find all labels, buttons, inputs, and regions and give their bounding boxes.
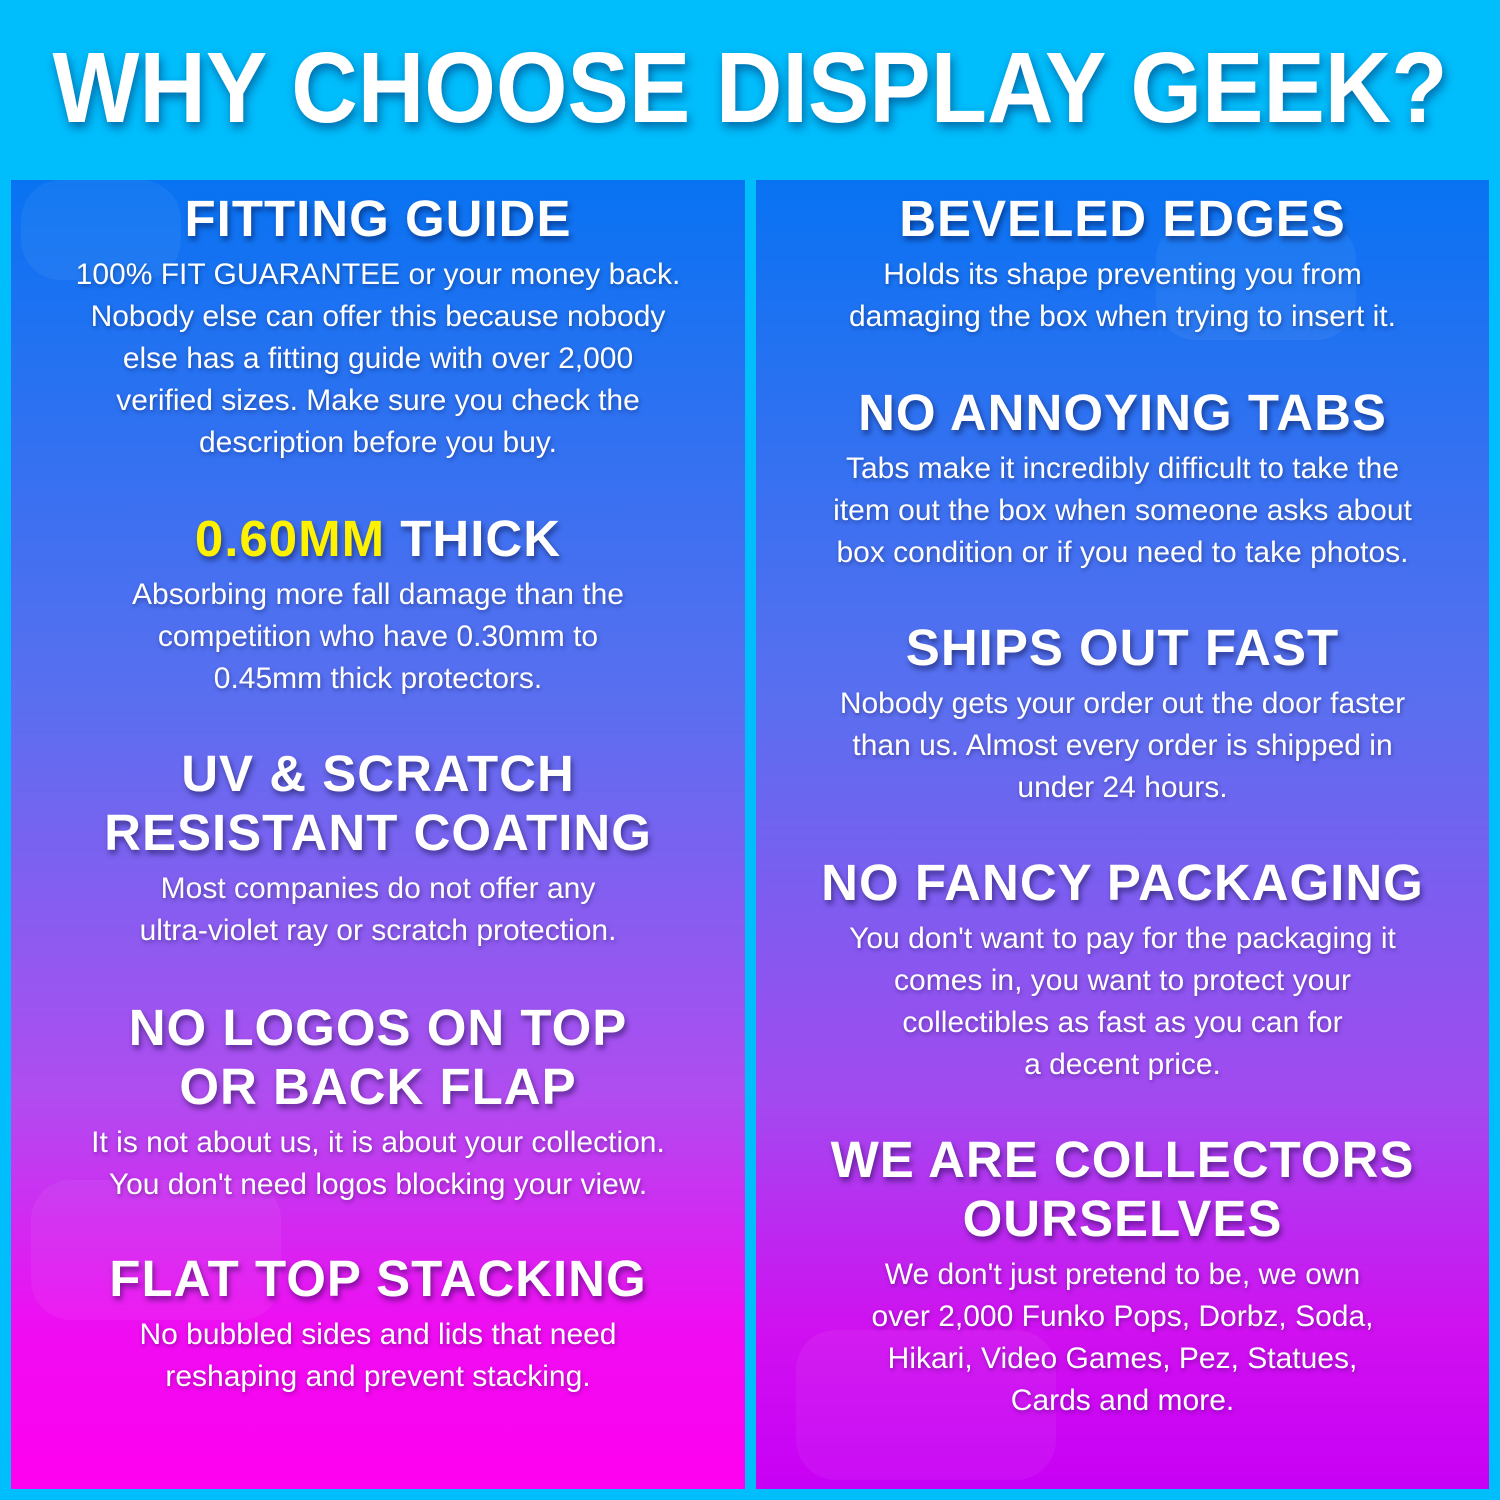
feature-section: WE ARE COLLECTORS OURSELVES We don't just …	[756, 1130, 1489, 1422]
feature-description-line: reshaping and prevent stacking.	[165, 1360, 591, 1393]
feature-description-line: box condition or if you need to take pho…	[836, 536, 1409, 569]
right-features-panel: BEVELED EDGES Holds its shape preventing …	[756, 180, 1489, 1489]
feature-description-line: Nobody else can offer this because nobod…	[90, 300, 666, 333]
feature-description-line: item out the box when someone asks about	[833, 494, 1412, 527]
feature-description-line: It is not about us, it is about your col…	[91, 1126, 665, 1159]
feature-description-line: Absorbing more fall damage than the	[132, 578, 624, 611]
feature-section: NO ANNOYING TABS Tabs make it incredibly …	[756, 383, 1489, 574]
feature-heading: NO ANNOYING TABS	[756, 383, 1489, 442]
feature-description-line: 100% FIT GUARANTEE or your money back.	[75, 258, 681, 291]
feature-section: BEVELED EDGES Holds its shape preventing …	[756, 189, 1489, 338]
feature-heading: 0.60MM THICK	[11, 509, 745, 568]
feature-description-line: No bubbled sides and lids that need	[139, 1318, 617, 1351]
feature-description-line: a decent price.	[1024, 1048, 1221, 1081]
feature-section: FITTING GUIDE 100% FIT GUARANTEE or your …	[11, 189, 745, 464]
feature-description-line: Cards and more.	[1010, 1384, 1235, 1417]
feature-description-line: comes in, you want to protect your	[894, 964, 1351, 997]
feature-heading: UV & SCRATCH	[11, 744, 745, 803]
feature-heading-text: THICK	[400, 510, 562, 567]
feature-description-line: verified sizes. Make sure you check the	[116, 384, 640, 417]
feature-heading-text: NO ANNOYING TABS	[858, 384, 1387, 441]
feature-description: Absorbing more fall damage than the compe…	[11, 574, 745, 700]
feature-description-line: Tabs make it incredibly difficult to tak…	[845, 452, 1400, 485]
feature-section: UV & SCRATCH RESISTANT COATING Most compan…	[11, 744, 745, 952]
feature-description-line: competition who have 0.30mm to	[157, 620, 599, 653]
feature-heading-text: OURSELVES	[962, 1190, 1283, 1247]
title-text: WHY CHOOSE DISPLAY GEEK?	[53, 32, 1448, 144]
feature-description: No bubbled sides and lids that need resha…	[11, 1314, 745, 1398]
feature-heading: NO FANCY PACKAGING	[756, 853, 1489, 912]
feature-description: You don't want to pay for the packaging …	[756, 918, 1489, 1086]
feature-heading-text: FLAT TOP STACKING	[109, 1250, 647, 1307]
feature-description-line: Hikari, Video Games, Pez, Statues,	[887, 1342, 1358, 1375]
background-shape	[1156, 220, 1356, 340]
feature-description-line: than us. Almost every order is shipped i…	[852, 729, 1393, 762]
feature-heading-text: RESISTANT COATING	[104, 804, 652, 861]
feature-heading: NO LOGOS ON TOP	[11, 998, 745, 1057]
left-features-panel: FITTING GUIDE 100% FIT GUARANTEE or your …	[11, 180, 745, 1489]
feature-description-line: over 2,000 Funko Pops, Dorbz, Soda,	[871, 1300, 1374, 1333]
feature-heading: WE ARE COLLECTORS	[756, 1130, 1489, 1189]
background-shape	[796, 1330, 1056, 1480]
feature-description-line: damaging the box when trying to insert i…	[849, 300, 1396, 333]
feature-heading: BEVELED EDGES	[756, 189, 1489, 248]
feature-heading-text: WE ARE COLLECTORS	[830, 1131, 1415, 1188]
feature-heading: FLAT TOP STACKING	[11, 1249, 745, 1308]
feature-description: Most companies do not offer any ultra-vio…	[11, 868, 745, 952]
background-shape	[31, 1180, 281, 1320]
page-title: WHY CHOOSE DISPLAY GEEK?	[53, 32, 1448, 144]
feature-description: 100% FIT GUARANTEE or your money back. No…	[11, 254, 745, 464]
feature-heading: FITTING GUIDE	[11, 189, 745, 248]
feature-description-line: description before you buy.	[199, 426, 557, 459]
feature-description-line: You don't need logos blocking your view.	[108, 1168, 648, 1201]
feature-section: SHIPS OUT FAST Nobody gets your order out…	[756, 618, 1489, 809]
feature-heading: SHIPS OUT FAST	[756, 618, 1489, 677]
feature-section: FLAT TOP STACKING No bubbled sides and li…	[11, 1249, 745, 1398]
feature-heading-text: OR BACK FLAP	[179, 1058, 577, 1115]
feature-description-line: Holds its shape preventing you from	[883, 258, 1362, 291]
feature-description-line: We don't just pretend to be, we own	[884, 1258, 1361, 1291]
feature-description: Nobody gets your order out the door fast…	[756, 683, 1489, 809]
feature-description-line: else has a fitting guide with over 2,000	[122, 342, 634, 375]
feature-heading: OURSELVES	[756, 1189, 1489, 1248]
feature-heading-text: UV & SCRATCH	[181, 745, 575, 802]
feature-heading: RESISTANT COATING	[11, 803, 745, 862]
feature-description: We don't just pretend to be, we own over …	[756, 1254, 1489, 1422]
feature-heading-text: NO FANCY PACKAGING	[821, 854, 1424, 911]
feature-description-line: collectibles as fast as you can for	[902, 1006, 1343, 1039]
feature-heading: OR BACK FLAP	[11, 1057, 745, 1116]
feature-description-line: You don't want to pay for the packaging …	[849, 922, 1396, 955]
feature-heading-text: SHIPS OUT FAST	[905, 619, 1340, 676]
feature-description: Tabs make it incredibly difficult to tak…	[756, 448, 1489, 574]
feature-section: 0.60MM THICK Absorbing more fall damage t…	[11, 509, 745, 700]
feature-section: NO FANCY PACKAGING You don't want to pay …	[756, 853, 1489, 1086]
feature-description-line: 0.45mm thick protectors.	[213, 662, 543, 695]
feature-heading-text: FITTING GUIDE	[184, 190, 572, 247]
feature-description: It is not about us, it is about your col…	[11, 1122, 745, 1206]
feature-heading-highlight: 0.60MM	[194, 510, 386, 567]
feature-description-line: Most companies do not offer any	[160, 872, 596, 905]
feature-heading-text: BEVELED EDGES	[899, 190, 1346, 247]
background-shape	[21, 180, 181, 280]
feature-section: NO LOGOS ON TOP OR BACK FLAP It is not abo…	[11, 998, 745, 1206]
feature-description: Holds its shape preventing you from damag…	[756, 254, 1489, 338]
feature-description-line: Nobody gets your order out the door fast…	[839, 687, 1406, 720]
feature-description-line: ultra-violet ray or scratch protection.	[139, 914, 617, 947]
feature-description-line: under 24 hours.	[1017, 771, 1228, 804]
feature-heading-text: NO LOGOS ON TOP	[128, 999, 628, 1056]
